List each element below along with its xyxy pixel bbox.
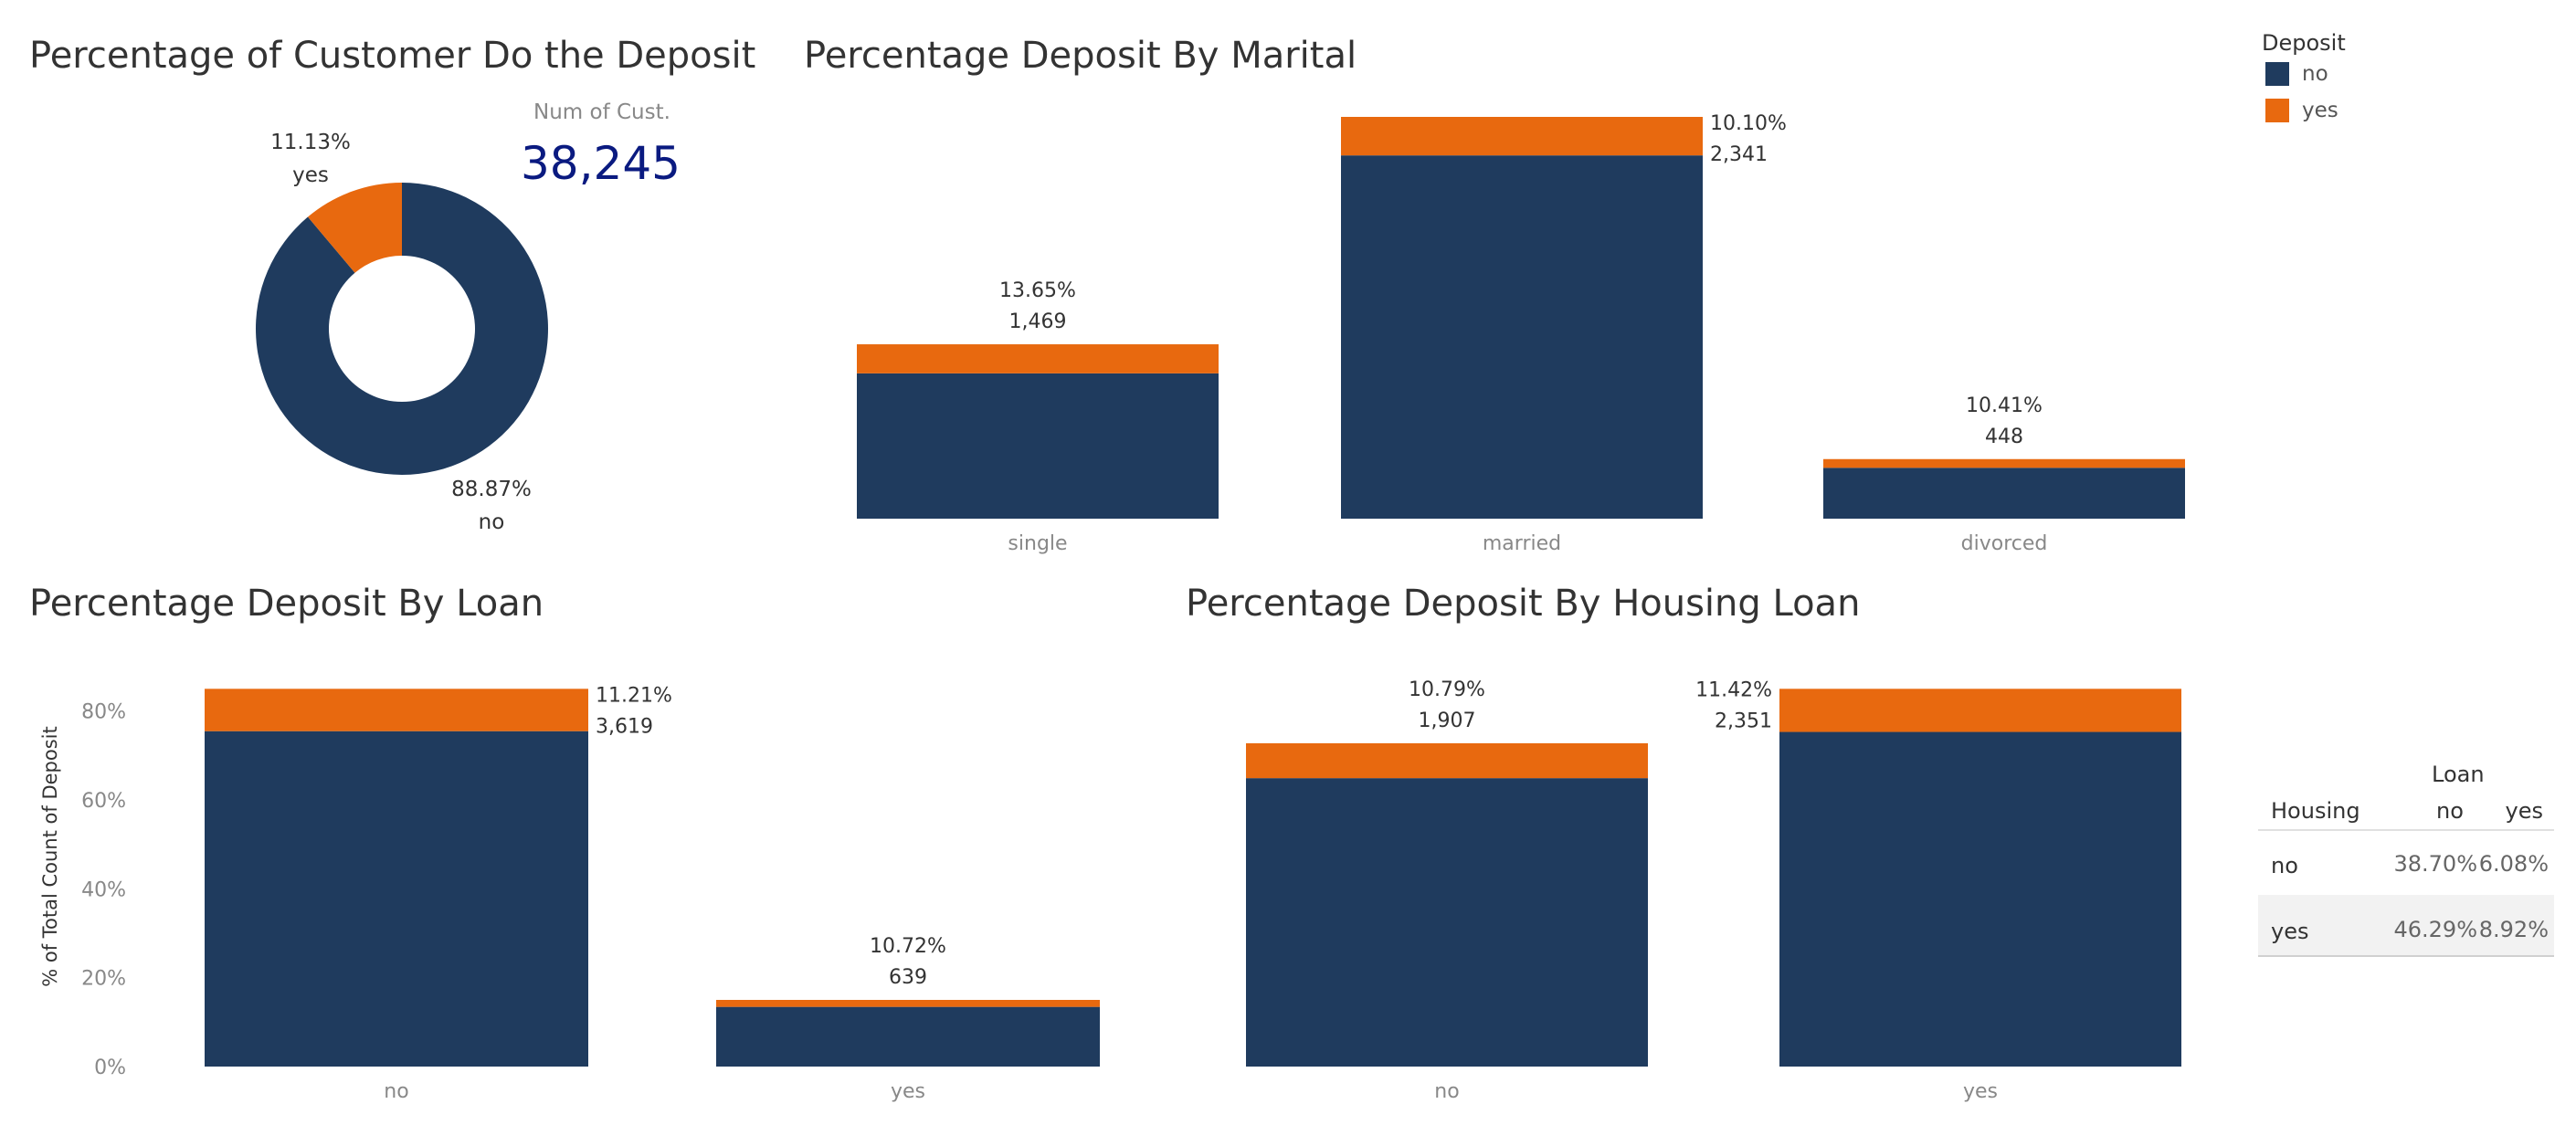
bar-count-label: 2,341 bbox=[1710, 143, 1768, 166]
legend-item-no[interactable]: no bbox=[2265, 62, 2328, 86]
donut-pct-label: 11.13% bbox=[270, 131, 351, 154]
housing-chart: no 10.79% 1,907 yes 11.42% 2,351 bbox=[1246, 678, 2181, 1103]
donut-category-label: no bbox=[479, 510, 505, 534]
loan-chart: no 11.21% 3,619 yes 10.72% 639 0% 20% 40% 60% 80%%… bbox=[39, 684, 1100, 1103]
x-tick-label: yes bbox=[891, 1080, 925, 1103]
bar-segment-no bbox=[1779, 731, 2181, 1067]
marital-chart: single 13.65% 1,469 married 10.10% 2,341 divor… bbox=[857, 112, 2185, 555]
y-axis-label: % of Total Count of Deposit bbox=[39, 726, 61, 987]
kpi-value: 38,245 bbox=[521, 137, 681, 190]
y-tick-label: 80% bbox=[81, 701, 126, 724]
bar-pct-label: 10.72% bbox=[870, 935, 946, 958]
donut-pct-label: 88.87% bbox=[451, 478, 532, 501]
legend-title: Deposit bbox=[2262, 30, 2346, 56]
crosstab-row-label: yes bbox=[2271, 919, 2309, 944]
crosstab-row: no 38.70% 6.08% bbox=[2258, 831, 2554, 889]
crosstab-row-header: Housing bbox=[2271, 798, 2360, 824]
legend-swatch-yes bbox=[2265, 99, 2289, 122]
bar-segment-no bbox=[1341, 155, 1703, 519]
donut-chart: 88.87% no 11.13% yes bbox=[256, 131, 548, 534]
crosstab-col-yes: yes bbox=[2505, 798, 2543, 824]
bar-pct-label: 11.21% bbox=[596, 684, 672, 707]
bar-segment-no bbox=[716, 1006, 1100, 1067]
crosstab-col-header: Loan bbox=[2432, 762, 2485, 787]
bar-segment-yes bbox=[857, 344, 1219, 373]
crosstab-row: yes 46.29% 8.92% bbox=[2258, 895, 2554, 955]
bar-pct-label: 10.41% bbox=[1966, 394, 2043, 417]
bar-segment-yes bbox=[1341, 117, 1703, 156]
y-tick-label: 20% bbox=[81, 968, 126, 991]
bar-segment-yes bbox=[1779, 689, 2181, 732]
bar-count-label: 1,907 bbox=[1419, 710, 1476, 732]
bar-segment-yes bbox=[205, 689, 588, 731]
donut-slice-yes bbox=[308, 183, 402, 273]
y-tick-label: 60% bbox=[81, 790, 126, 813]
bar-segment-no bbox=[1246, 778, 1648, 1067]
marital-chart-title: Percentage Deposit By Marital bbox=[804, 35, 1357, 77]
legend-label-yes: yes bbox=[2302, 99, 2338, 122]
bar-count-label: 1,469 bbox=[1009, 310, 1067, 333]
bar-pct-label: 13.65% bbox=[999, 279, 1076, 302]
x-tick-label: single bbox=[1008, 532, 1067, 555]
bar-pct-label: 10.79% bbox=[1409, 678, 1485, 701]
x-tick-label: divorced bbox=[1961, 532, 2048, 555]
y-tick-label: 40% bbox=[81, 878, 126, 901]
y-tick-label: 0% bbox=[94, 1057, 126, 1079]
x-tick-label: yes bbox=[1963, 1080, 1998, 1103]
x-tick-label: married bbox=[1483, 532, 1561, 555]
bar-count-label: 639 bbox=[889, 966, 927, 989]
bar-segment-no bbox=[205, 731, 588, 1067]
bar-segment-no bbox=[857, 373, 1219, 519]
donut-category-label: yes bbox=[292, 163, 329, 187]
bar-segment-yes bbox=[716, 1000, 1100, 1007]
legend-swatch-no bbox=[2265, 62, 2289, 86]
crosstab-col-no: no bbox=[2436, 798, 2464, 824]
x-tick-label: no bbox=[1434, 1080, 1459, 1103]
x-tick-label: no bbox=[384, 1080, 408, 1103]
legend-item-yes[interactable]: yes bbox=[2265, 99, 2338, 122]
crosstab-row-label: no bbox=[2271, 853, 2298, 878]
bar-pct-label: 11.42% bbox=[1695, 678, 1772, 701]
donut-chart-title: Percentage of Customer Do the Deposit bbox=[29, 35, 756, 77]
legend-label-no: no bbox=[2302, 62, 2328, 86]
crosstab-cell: 6.08% bbox=[2478, 851, 2549, 877]
crosstab-cell: 46.29% bbox=[2393, 917, 2477, 942]
donut-slice-no bbox=[256, 183, 548, 475]
kpi-label: Num of Cust. bbox=[533, 100, 670, 124]
bar-count-label: 2,351 bbox=[1715, 710, 1772, 732]
bar-segment-no bbox=[1823, 468, 2185, 519]
crosstab-cell: 8.92% bbox=[2478, 917, 2549, 942]
bar-count-label: 448 bbox=[1985, 426, 2023, 448]
bar-segment-yes bbox=[1823, 458, 2185, 468]
bar-count-label: 3,619 bbox=[596, 715, 653, 738]
bar-segment-yes bbox=[1246, 742, 1648, 779]
housing-chart-title: Percentage Deposit By Housing Loan bbox=[1186, 583, 1861, 625]
crosstab-cell: 38.70% bbox=[2393, 851, 2477, 877]
loan-chart-title: Percentage Deposit By Loan bbox=[29, 583, 544, 625]
bar-pct-label: 10.10% bbox=[1710, 112, 1787, 135]
